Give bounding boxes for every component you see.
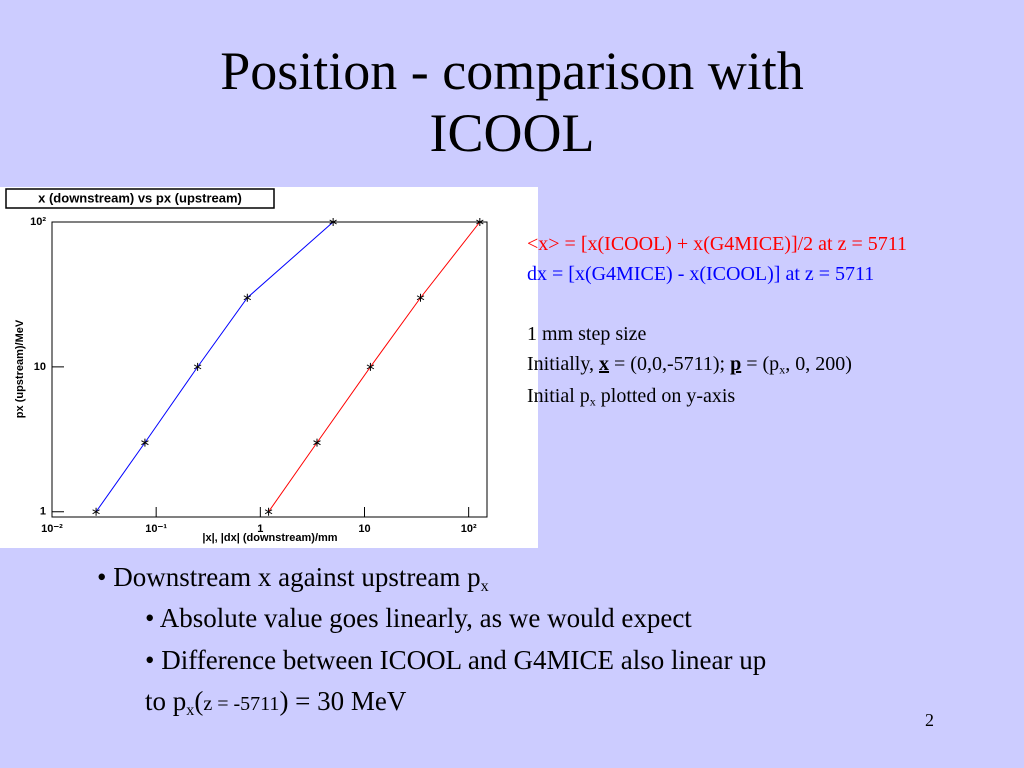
x-tick-label: 10⁻² xyxy=(41,523,63,535)
subscript: x xyxy=(779,362,786,377)
marker-stroke xyxy=(92,509,100,515)
marker xyxy=(329,218,337,226)
bullet: • Absolute value goes linearly, as we wo… xyxy=(145,603,692,634)
marker-stroke xyxy=(416,295,425,301)
legend-entry: <x> = [x(ICOOL) + x(G4MICE)]/2 at z = 57… xyxy=(527,233,908,255)
marker-stroke xyxy=(366,364,375,370)
x-axis-label: |x|, |dx| (downstream)/mm xyxy=(202,532,337,544)
chart-background xyxy=(0,187,538,548)
marker xyxy=(92,507,100,516)
page-number: 2 xyxy=(925,710,934,730)
bullet: • Downstream x against upstream px xyxy=(97,562,489,596)
marker xyxy=(264,507,273,516)
title-text: Position - comparison with ICOOL xyxy=(220,41,804,163)
text: • Absolute value goes linearly, as we wo… xyxy=(145,603,692,633)
subscript: x xyxy=(186,700,195,719)
text: to p xyxy=(145,686,187,716)
plot-frame xyxy=(51,221,488,518)
text: = (0,0,-5711); xyxy=(609,353,731,375)
text: , 0, 200) xyxy=(785,353,852,375)
marker-stroke xyxy=(313,440,321,446)
marker xyxy=(141,438,149,447)
y-axis-label: px (upstream)/MeV xyxy=(14,319,26,418)
y-tick-label: 1 xyxy=(40,506,46,518)
legend-entry: dx = [x(G4MICE) - x(ICOOL)] at z = 5711 xyxy=(527,263,875,285)
marker-stroke xyxy=(141,440,149,446)
chart-title-box xyxy=(5,188,275,209)
subscript: x xyxy=(589,394,596,409)
text: Initial p xyxy=(527,385,590,407)
chart: x (downstream) vs px (upstream) px (upst… xyxy=(0,187,538,548)
text: • Downstream x against upstream p xyxy=(97,562,481,592)
marker xyxy=(313,438,321,447)
bullet: • Difference between ICOOL and G4MICE al… xyxy=(145,645,766,676)
x-tick-label: 10 xyxy=(358,523,370,535)
marker xyxy=(243,293,252,302)
x-tick-label: 10² xyxy=(461,523,477,535)
text: ) = 30 MeV xyxy=(279,686,407,716)
x-tick-label: 10⁻¹ xyxy=(145,523,167,535)
note: 1 mm step size xyxy=(527,323,647,345)
marker-stroke xyxy=(193,364,202,370)
slide-title: Position - comparison with ICOOL xyxy=(0,40,1024,164)
text: ( xyxy=(194,686,204,716)
marker xyxy=(366,362,375,371)
text: plotted on y-axis xyxy=(595,385,736,407)
marker-stroke xyxy=(264,509,273,515)
text: Initially, xyxy=(527,353,600,375)
marker xyxy=(476,218,484,226)
marker xyxy=(193,362,202,371)
x-tick-label: 1 xyxy=(257,523,263,535)
text: z = -5711 xyxy=(203,693,280,715)
note: Initial px plotted on y-axis xyxy=(527,385,735,410)
marker-stroke xyxy=(329,219,337,225)
marker-stroke xyxy=(476,219,484,225)
text: x xyxy=(599,353,610,375)
y-tick-label: 10 xyxy=(34,361,46,373)
text: = (p xyxy=(741,353,780,375)
text: p xyxy=(730,353,742,375)
bullet: to px(z = -5711) = 30 MeV xyxy=(145,686,406,720)
marker xyxy=(416,293,425,302)
y-tick-label: 10² xyxy=(30,216,46,228)
subscript: x xyxy=(480,576,489,595)
text: • Difference between ICOOL and G4MICE al… xyxy=(145,645,767,675)
marker-stroke xyxy=(243,295,252,301)
note: Initially, x = (0,0,-5711); p = (px, 0, … xyxy=(527,353,852,378)
chart-title: x (downstream) vs px (upstream) xyxy=(38,190,242,205)
